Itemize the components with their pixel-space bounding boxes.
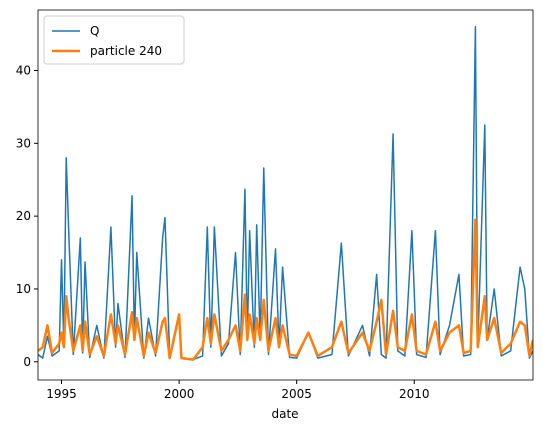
series-line xyxy=(38,26,533,361)
legend-label: Q xyxy=(90,24,99,38)
y-tick-label: 20 xyxy=(16,209,31,223)
y-tick-label: 0 xyxy=(23,355,31,369)
legend-label: particle 240 xyxy=(90,44,162,58)
y-tick-label: 30 xyxy=(16,136,31,150)
x-axis-label: date xyxy=(271,407,298,421)
plot-frame xyxy=(37,9,534,381)
y-tick-label: 10 xyxy=(16,282,31,296)
series-line xyxy=(38,218,533,361)
x-tick-label: 2005 xyxy=(281,387,312,401)
x-tick-label: 2010 xyxy=(399,387,430,401)
x-tick-label: 2000 xyxy=(164,387,195,401)
y-tick-label: 40 xyxy=(16,63,31,77)
x-tick-label: 1995 xyxy=(46,387,77,401)
